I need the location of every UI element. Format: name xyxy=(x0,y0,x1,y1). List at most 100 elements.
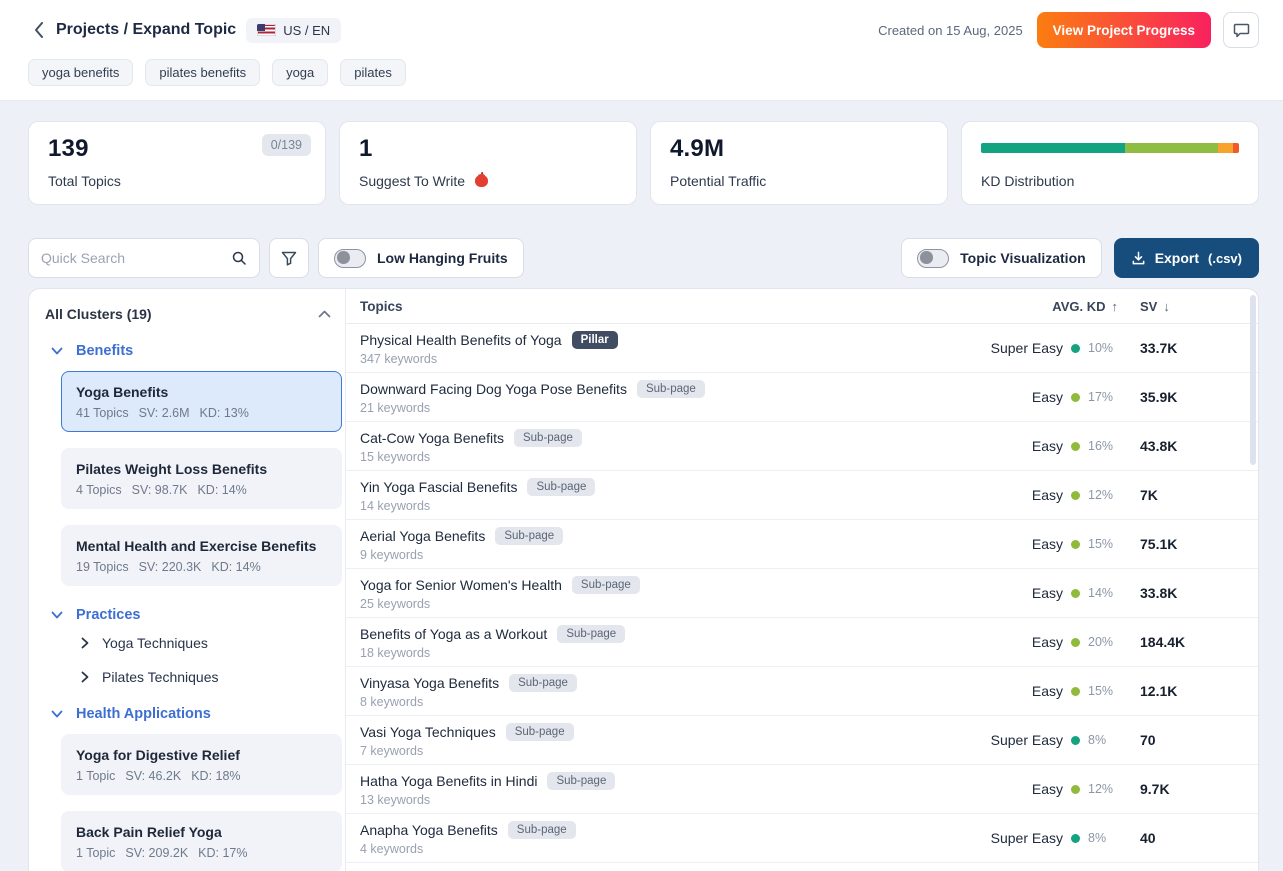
difficulty-label: Easy xyxy=(1031,389,1063,405)
topic-title[interactable]: Yoga for Senior Women's Health xyxy=(360,576,562,593)
search-volume: 7K xyxy=(1140,487,1158,503)
difficulty-dot xyxy=(1071,735,1080,745)
keywords-count: 7 keywords xyxy=(360,743,424,758)
locale-selector[interactable]: US / EN xyxy=(246,17,342,43)
toggle-switch-icon[interactable] xyxy=(917,248,950,268)
low-hanging-fruits-toggle[interactable]: Low Hanging Fruits xyxy=(318,238,524,278)
topic-title[interactable]: Downward Facing Dog Yoga Pose Benefits xyxy=(360,380,627,397)
table-row[interactable]: Hatha Yoga Benefits in Hindi Sub-page 13 k… xyxy=(346,765,1258,814)
toolbar: Low Hanging Fruits Topic Visualization E… xyxy=(28,238,1259,278)
search-volume: 33.8K xyxy=(1140,585,1178,601)
export-csv-button[interactable]: Export (.csv) xyxy=(1113,238,1259,278)
keywords-count: 14 keywords xyxy=(360,498,431,513)
cluster-yoga-digestive-relief[interactable]: Yoga for Digestive Relief 1 Topic SV: 46… xyxy=(61,734,342,795)
search-volume: 12.1K xyxy=(1140,683,1178,699)
total-topics-card: 139 0/139 Total Topics xyxy=(28,121,326,205)
difficulty-label: Easy xyxy=(1031,781,1063,797)
tag-chip[interactable]: yoga benefits xyxy=(28,59,134,86)
search-volume: 35.9K xyxy=(1140,389,1178,405)
table-row[interactable]: Downward Facing Dog Yoga Pose Benefits Su… xyxy=(346,373,1258,422)
topic-title[interactable]: Aerial Yoga Benefits xyxy=(360,527,486,544)
difficulty-label: Super Easy xyxy=(990,340,1063,356)
difficulty-label: Easy xyxy=(1031,536,1063,552)
filter-button[interactable] xyxy=(269,238,309,278)
subpage-badge: Sub-page xyxy=(507,820,576,839)
all-clusters-title: All Clusters (19) xyxy=(45,306,152,322)
difficulty-dot xyxy=(1071,392,1080,402)
cluster-kd: KD: 17% xyxy=(198,846,248,860)
tag-chip[interactable]: pilates benefits xyxy=(145,59,261,86)
collapse-chevron-up-icon[interactable] xyxy=(318,310,331,318)
keywords-count: 4 keywords xyxy=(360,841,424,856)
table-row[interactable]: Yin Yoga Fascial Benefits Sub-page 14 keyw… xyxy=(346,471,1258,520)
section-health-applications[interactable]: Health Applications xyxy=(51,706,345,722)
cluster-topic-count: 1 Topic xyxy=(76,846,116,860)
table-row[interactable]: Aerial Yoga Benefits Sub-page 9 keywords E… xyxy=(346,520,1258,569)
subcluster-pilates-techniques[interactable]: Pilates Techniques xyxy=(81,669,345,685)
cluster-yoga-benefits[interactable]: Yoga Benefits 41 Topics SV: 2.6M KD: 13% xyxy=(61,371,342,432)
search-input[interactable] xyxy=(41,250,231,266)
topic-title[interactable]: Physical Health Benefits of Yoga xyxy=(360,331,562,348)
subpage-badge: Sub-page xyxy=(495,526,564,545)
keywords-count: 9 keywords xyxy=(360,547,424,562)
table-row[interactable]: Yoga for Senior Women's Health Sub-page 25… xyxy=(346,569,1258,618)
section-benefits[interactable]: Benefits xyxy=(51,343,345,359)
tag-chip[interactable]: yoga xyxy=(272,59,329,86)
table-row[interactable]: Anapha Yoga Benefits Sub-page 4 keywords S… xyxy=(346,814,1258,863)
suggest-value: 1 xyxy=(359,135,373,162)
kd-percent: 15% xyxy=(1088,537,1114,551)
difficulty-label: Super Easy xyxy=(990,830,1063,846)
created-date: Created on 15 Aug, 2025 xyxy=(878,22,1023,38)
column-topics: Topics xyxy=(360,298,403,314)
sort-desc-icon[interactable]: ↓ xyxy=(1163,298,1170,314)
topic-visualization-toggle[interactable]: Topic Visualization xyxy=(901,238,1102,278)
keywords-count: 21 keywords xyxy=(360,400,431,415)
table-row[interactable]: Vinyasa Yoga Benefits Sub-page 8 keywords … xyxy=(346,667,1258,716)
back-icon[interactable] xyxy=(28,19,50,41)
cluster-mental-health-exercise[interactable]: Mental Health and Exercise Benefits 19 T… xyxy=(61,525,342,586)
topic-title[interactable]: Benefits of Yoga as a Workout xyxy=(360,625,548,642)
difficulty-dot xyxy=(1071,490,1080,500)
comment-button[interactable] xyxy=(1223,12,1259,48)
download-icon xyxy=(1132,251,1145,264)
tag-chip[interactable]: pilates xyxy=(340,59,406,86)
topic-title[interactable]: Vinyasa Yoga Benefits xyxy=(360,674,500,691)
cluster-back-pain-relief-yoga[interactable]: Back Pain Relief Yoga 1 Topic SV: 209.2K… xyxy=(61,811,342,871)
topic-title[interactable]: Cat-Cow Yoga Benefits xyxy=(360,429,504,446)
subpage-badge: Sub-page xyxy=(505,722,574,741)
topics-table: Topics AVG. KD ↑ SV ↓ Physical Health Be… xyxy=(346,289,1258,871)
scrollbar-thumb[interactable] xyxy=(1250,295,1256,465)
table-row[interactable]: Vasi Yoga Techniques Sub-page 7 keywords S… xyxy=(346,716,1258,765)
column-sv[interactable]: SV ↓ xyxy=(1140,298,1170,314)
traffic-label: Potential Traffic xyxy=(670,173,767,189)
quick-search[interactable] xyxy=(28,238,260,278)
topic-title[interactable]: Yin Yoga Fascial Benefits xyxy=(360,478,518,495)
difficulty-dot xyxy=(1071,343,1080,353)
cluster-pilates-weight-loss[interactable]: Pilates Weight Loss Benefits 4 Topics SV… xyxy=(61,448,342,509)
search-volume: 40 xyxy=(1140,830,1156,846)
subpage-badge: Sub-page xyxy=(527,477,596,496)
topic-title[interactable]: Hatha Yoga Benefits in Hindi xyxy=(360,772,538,789)
difficulty-dot xyxy=(1071,588,1080,598)
search-volume: 184.4K xyxy=(1140,634,1186,650)
table-row[interactable]: Benefits of Yoga as a Workout Sub-page 18 … xyxy=(346,618,1258,667)
cluster-sv: SV: 98.7K xyxy=(131,483,188,497)
cluster-topic-count: 41 Topics xyxy=(76,406,129,420)
cluster-topic-count: 1 Topic xyxy=(76,769,116,783)
difficulty-dot xyxy=(1071,833,1080,843)
topic-title[interactable]: Anapha Yoga Benefits xyxy=(360,821,498,838)
table-row[interactable]: Cat-Cow Yoga Benefits Sub-page 15 keywords… xyxy=(346,422,1258,471)
difficulty-dot xyxy=(1071,441,1080,451)
section-practices[interactable]: Practices xyxy=(51,607,345,623)
subcluster-yoga-techniques[interactable]: Yoga Techniques xyxy=(81,635,345,651)
sort-asc-icon[interactable]: ↑ xyxy=(1111,298,1119,314)
column-avg-kd[interactable]: AVG. KD ↑ xyxy=(1052,298,1119,314)
topic-title[interactable]: Vasi Yoga Techniques xyxy=(360,723,496,740)
toggle-switch-icon[interactable] xyxy=(334,248,366,268)
page-header: Projects / Expand Topic US / EN Created … xyxy=(0,0,1283,101)
table-row[interactable]: Physical Health Benefits of Yoga Pillar 34… xyxy=(346,324,1258,373)
kd-percent: 16% xyxy=(1088,439,1114,453)
kd-percent: 17% xyxy=(1088,390,1114,404)
speech-bubble-icon xyxy=(1233,23,1249,38)
view-project-progress-button[interactable]: View Project Progress xyxy=(1036,12,1211,48)
